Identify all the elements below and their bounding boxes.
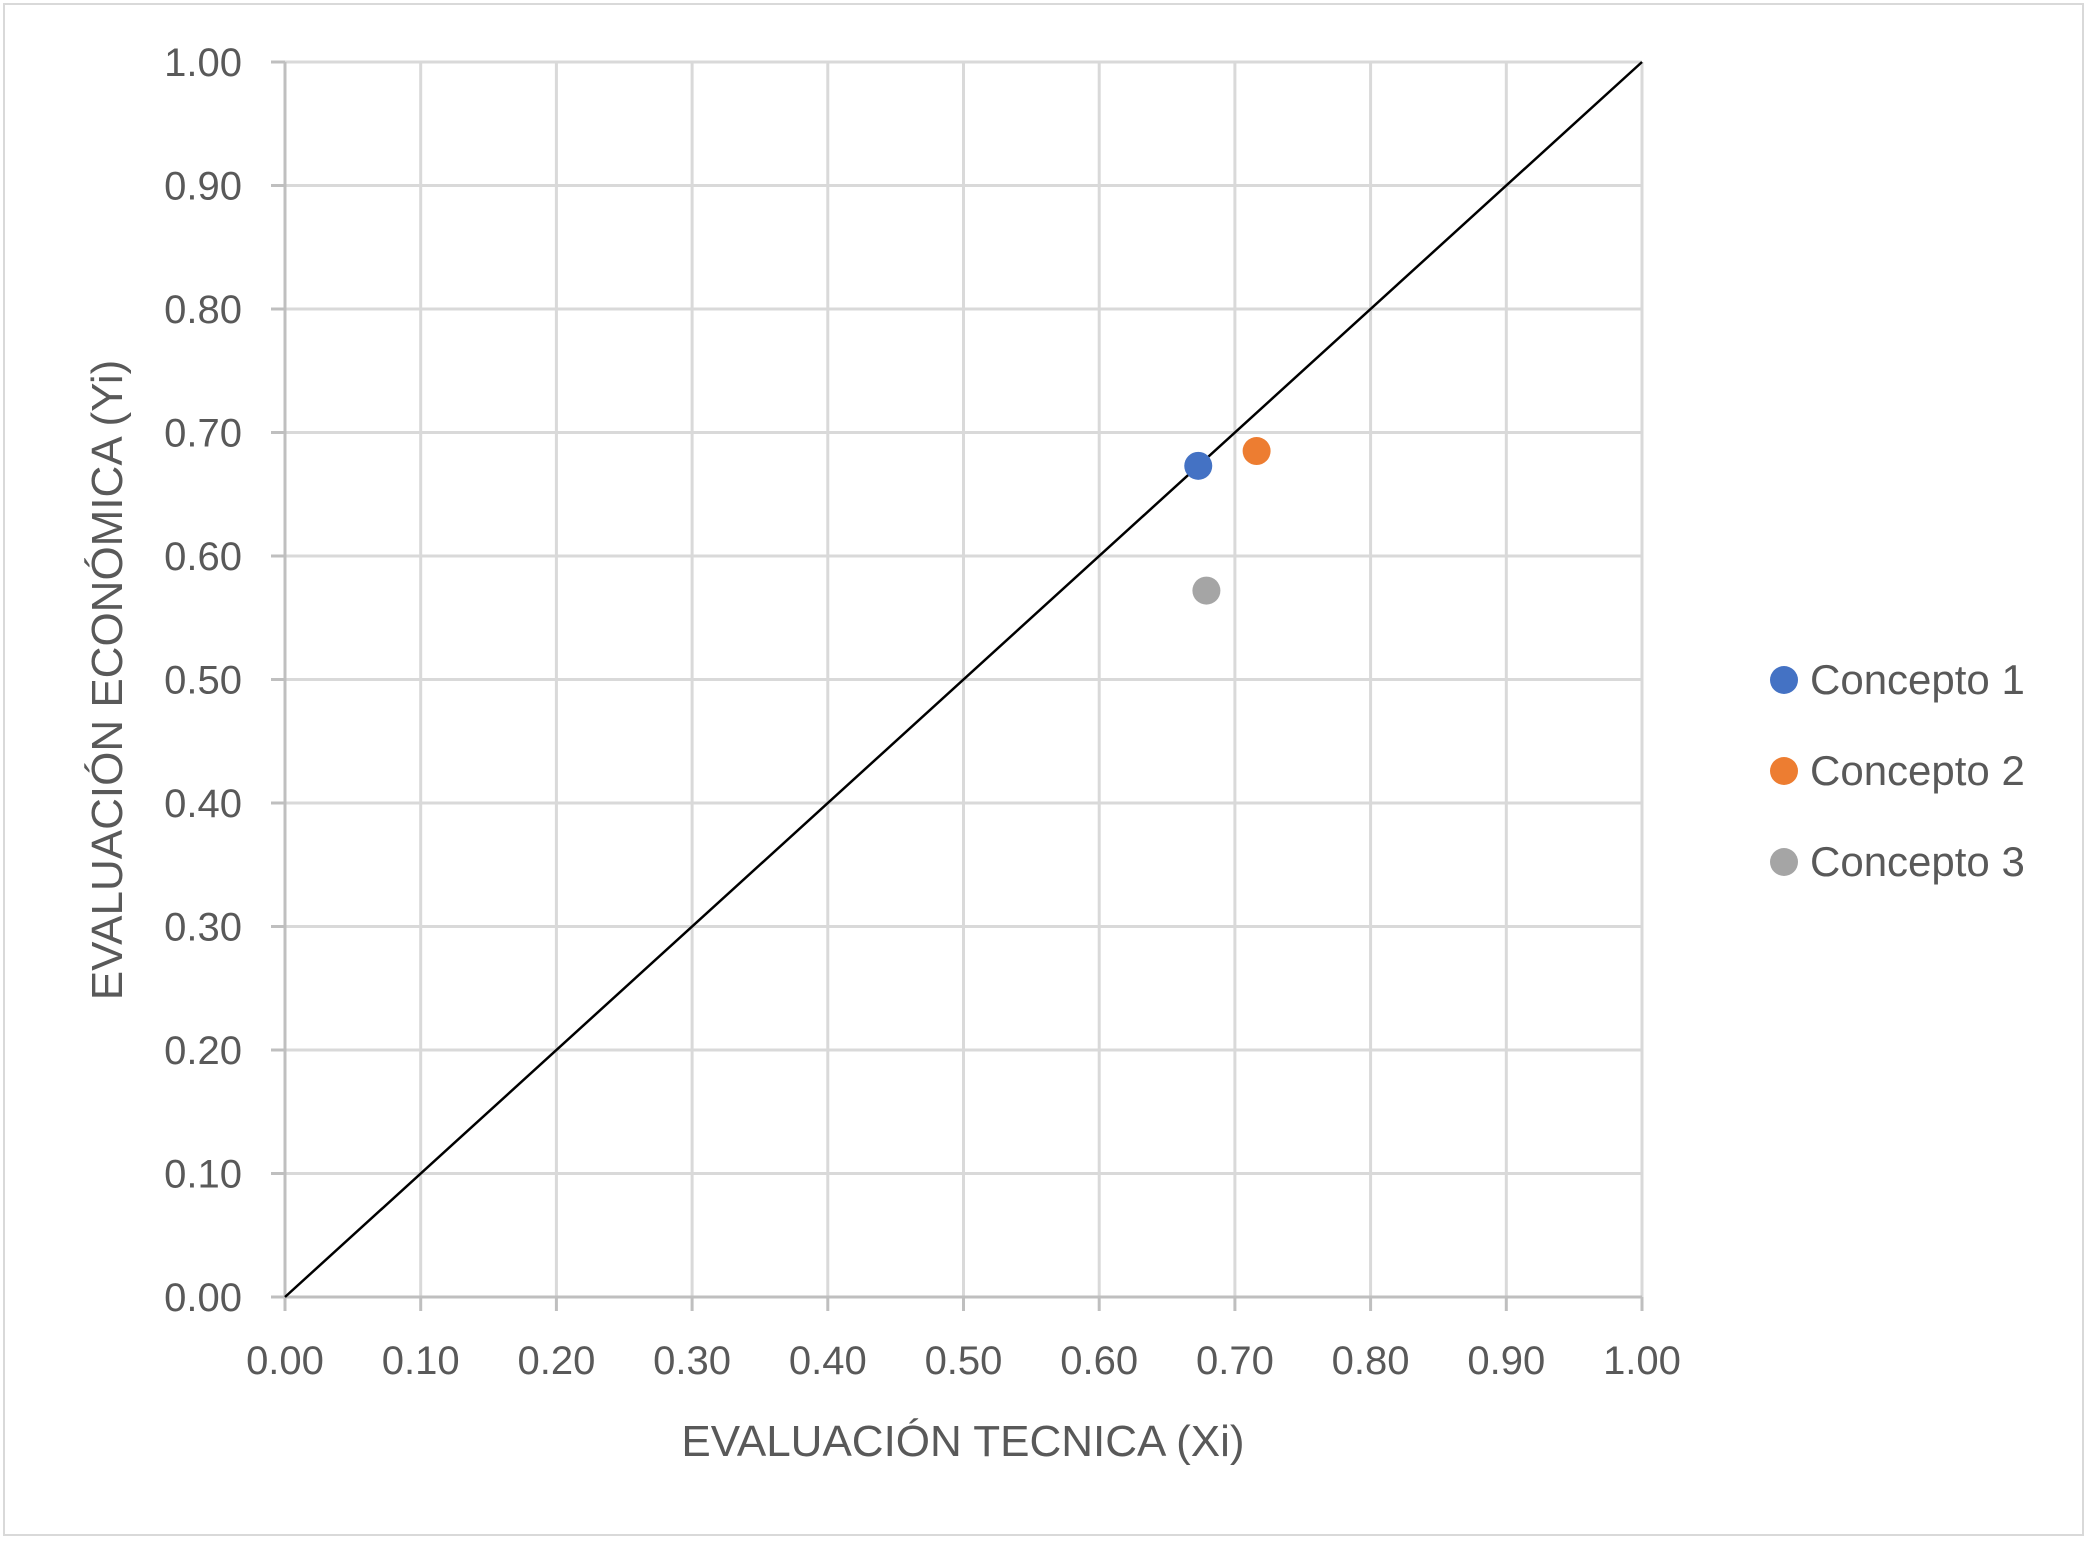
y-tick-label: 1.00 — [164, 41, 242, 85]
y-tick-label: 0.30 — [164, 906, 242, 950]
legend-label: Concepto 3 — [1810, 838, 2025, 885]
x-tick-label: 0.90 — [1467, 1339, 1545, 1383]
x-tick-label: 0.70 — [1196, 1339, 1274, 1383]
legend-item: Concepto 3 — [1770, 838, 2025, 885]
x-axis-title: EVALUACIÓN TECNICA (Xi) — [681, 1417, 1244, 1466]
diagonal-line — [284, 61, 1643, 1298]
x-tick-label: 1.00 — [1603, 1339, 1681, 1383]
legend-marker — [1770, 848, 1798, 876]
x-tick-label: 0.50 — [925, 1339, 1003, 1383]
x-tick-label: 0.60 — [1060, 1339, 1138, 1383]
x-tick-label: 0.40 — [789, 1339, 867, 1383]
legend-item: Concepto 2 — [1770, 747, 2025, 794]
legend-marker — [1770, 757, 1798, 785]
y-tick-label: 0.10 — [164, 1153, 242, 1197]
reference-line — [284, 61, 1643, 1298]
x-tick-label: 0.30 — [653, 1339, 731, 1383]
legend-label: Concepto 2 — [1810, 747, 2025, 794]
data-points — [1184, 437, 1271, 605]
y-axis-title: EVALUACIÓN ECONÓMICA (Yi) — [83, 360, 132, 1001]
x-tick-label: 0.10 — [382, 1339, 460, 1383]
x-tick-labels: 0.00 0.10 0.20 0.30 0.40 0.50 0.60 0.70 0.80 0.90… — [246, 1339, 1681, 1383]
x-tick-label: 0.00 — [246, 1339, 324, 1383]
x-tick-label: 0.80 — [1332, 1339, 1410, 1383]
y-tick-label: 0.70 — [164, 412, 242, 456]
y-tick-label: 0.90 — [164, 165, 242, 209]
y-tick-label: 0.20 — [164, 1029, 242, 1073]
legend-marker — [1770, 666, 1798, 694]
chart-area — [3, 3, 2084, 1536]
legend-item: Concepto 1 — [1770, 656, 2025, 703]
y-tick-labels: 0.00 0.10 0.20 0.30 0.40 0.50 0.60 0.70 0.80 0.90… — [164, 41, 242, 1320]
y-tick-label: 0.80 — [164, 288, 242, 332]
y-tick-label: 0.60 — [164, 535, 242, 579]
legend: Concepto 1 Concepto 2 Concepto 3 — [1770, 656, 2025, 885]
y-tick-label: 0.00 — [164, 1276, 242, 1320]
x-tick-label: 0.20 — [517, 1339, 595, 1383]
data-point — [1242, 437, 1271, 466]
y-tick-label: 0.40 — [164, 782, 242, 826]
data-point — [1192, 576, 1221, 605]
axes — [271, 60, 1644, 1311]
data-point — [1184, 451, 1213, 480]
y-tick-label: 0.50 — [164, 659, 242, 703]
legend-label: Concepto 1 — [1810, 656, 2025, 703]
